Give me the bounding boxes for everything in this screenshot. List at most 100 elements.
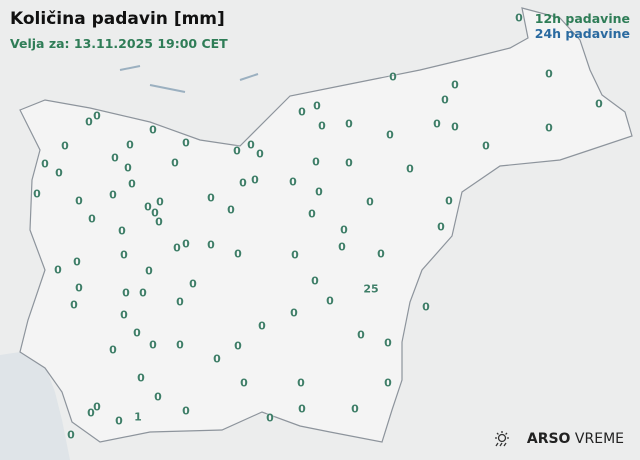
- station-value[interactable]: 0: [61, 139, 69, 153]
- station-value[interactable]: 0: [93, 400, 101, 414]
- station-value[interactable]: 0: [308, 207, 316, 221]
- station-value[interactable]: 0: [75, 194, 83, 208]
- station-value[interactable]: 0: [298, 105, 306, 119]
- station-value[interactable]: 0: [251, 173, 259, 187]
- station-value[interactable]: 0: [437, 220, 445, 234]
- station-value[interactable]: 0: [545, 67, 553, 81]
- station-value[interactable]: 0: [233, 144, 241, 158]
- station-value[interactable]: 0: [137, 371, 145, 385]
- station-value[interactable]: 0: [239, 176, 247, 190]
- station-value[interactable]: 0: [154, 390, 162, 404]
- station-value[interactable]: 0: [406, 162, 414, 176]
- station-value[interactable]: 0: [109, 188, 117, 202]
- station-value[interactable]: 0: [176, 338, 184, 352]
- station-value[interactable]: 0: [171, 156, 179, 170]
- station-value[interactable]: 0: [384, 336, 392, 350]
- station-value[interactable]: 0: [313, 99, 321, 113]
- station-value[interactable]: 0: [151, 206, 159, 220]
- station-value[interactable]: 0: [189, 277, 197, 291]
- station-value[interactable]: 0: [433, 117, 441, 131]
- station-value[interactable]: 0: [441, 93, 449, 107]
- station-value[interactable]: 0: [340, 223, 348, 237]
- station-value[interactable]: 0: [41, 157, 49, 171]
- station-value[interactable]: 0: [234, 247, 242, 261]
- station-value[interactable]: 0: [351, 402, 359, 416]
- station-value[interactable]: 25: [363, 282, 379, 296]
- station-value[interactable]: 0: [384, 376, 392, 390]
- station-value[interactable]: 0: [133, 326, 141, 340]
- station-value[interactable]: 0: [311, 274, 319, 288]
- station-value[interactable]: 0: [266, 411, 274, 425]
- station-value[interactable]: 1: [134, 410, 142, 424]
- station-value[interactable]: 0: [240, 376, 248, 390]
- station-value[interactable]: 0: [144, 200, 152, 214]
- station-value[interactable]: 0: [289, 175, 297, 189]
- station-value[interactable]: 0: [422, 300, 430, 314]
- station-value[interactable]: 0: [318, 119, 326, 133]
- station-value[interactable]: 0: [120, 248, 128, 262]
- station-value[interactable]: 0: [312, 155, 320, 169]
- station-value[interactable]: 0: [156, 195, 164, 209]
- station-value[interactable]: 0: [213, 352, 221, 366]
- station-value[interactable]: 0: [149, 338, 157, 352]
- station-value[interactable]: 0: [326, 294, 334, 308]
- station-value[interactable]: 0: [88, 212, 96, 226]
- station-value[interactable]: 0: [207, 191, 215, 205]
- station-value[interactable]: 0: [258, 319, 266, 333]
- station-value[interactable]: 0: [111, 151, 119, 165]
- station-value[interactable]: 0: [93, 109, 101, 123]
- station-value[interactable]: 0: [482, 139, 490, 153]
- station-value[interactable]: 0: [126, 138, 134, 152]
- station-value[interactable]: 0: [120, 308, 128, 322]
- station-value[interactable]: 0: [338, 240, 346, 254]
- station-value[interactable]: 0: [451, 120, 459, 134]
- station-value[interactable]: 0: [54, 263, 62, 277]
- station-value[interactable]: 0: [139, 286, 147, 300]
- station-value[interactable]: 0: [115, 414, 123, 428]
- station-value[interactable]: 0: [145, 264, 153, 278]
- station-value[interactable]: 0: [256, 147, 264, 161]
- station-value[interactable]: 0: [377, 247, 385, 261]
- station-value[interactable]: 0: [345, 156, 353, 170]
- station-value[interactable]: 0: [247, 138, 255, 152]
- station-value[interactable]: 0: [389, 70, 397, 84]
- station-value[interactable]: 0: [182, 404, 190, 418]
- station-value[interactable]: 0: [445, 194, 453, 208]
- station-value[interactable]: 0: [155, 215, 163, 229]
- station-value[interactable]: 0: [298, 402, 306, 416]
- station-value[interactable]: 0: [182, 136, 190, 150]
- station-value[interactable]: 0: [595, 97, 603, 111]
- station-value[interactable]: 0: [109, 343, 117, 357]
- station-value[interactable]: 0: [124, 161, 132, 175]
- station-value[interactable]: 0: [128, 177, 136, 191]
- station-value[interactable]: 0: [118, 224, 126, 238]
- station-value[interactable]: 0: [85, 115, 93, 129]
- station-value[interactable]: 0: [176, 295, 184, 309]
- station-value[interactable]: 0: [357, 328, 365, 342]
- station-value[interactable]: 0: [75, 281, 83, 295]
- legend-12h[interactable]: 12h padavine: [534, 11, 630, 26]
- station-value[interactable]: 0: [545, 121, 553, 135]
- station-value[interactable]: 0: [122, 286, 130, 300]
- station-value[interactable]: 0: [366, 195, 374, 209]
- station-value[interactable]: 0: [182, 237, 190, 251]
- legend-24h[interactable]: 24h padavine: [534, 26, 630, 41]
- station-value[interactable]: 0: [297, 376, 305, 390]
- station-value[interactable]: 0: [73, 255, 81, 269]
- station-value[interactable]: 0: [207, 238, 215, 252]
- station-value[interactable]: 0: [345, 117, 353, 131]
- station-value[interactable]: 0: [227, 203, 235, 217]
- station-value[interactable]: 0: [451, 78, 459, 92]
- station-value[interactable]: 0: [234, 339, 242, 353]
- station-value[interactable]: 0: [33, 187, 41, 201]
- station-value[interactable]: 0: [315, 185, 323, 199]
- station-value[interactable]: 0: [291, 248, 299, 262]
- station-value[interactable]: 0: [149, 123, 157, 137]
- station-value[interactable]: 0: [515, 11, 523, 25]
- station-value[interactable]: 0: [173, 241, 181, 255]
- station-value[interactable]: 0: [67, 428, 75, 442]
- station-value[interactable]: 0: [290, 306, 298, 320]
- station-value[interactable]: 0: [87, 406, 95, 420]
- station-value[interactable]: 0: [55, 166, 63, 180]
